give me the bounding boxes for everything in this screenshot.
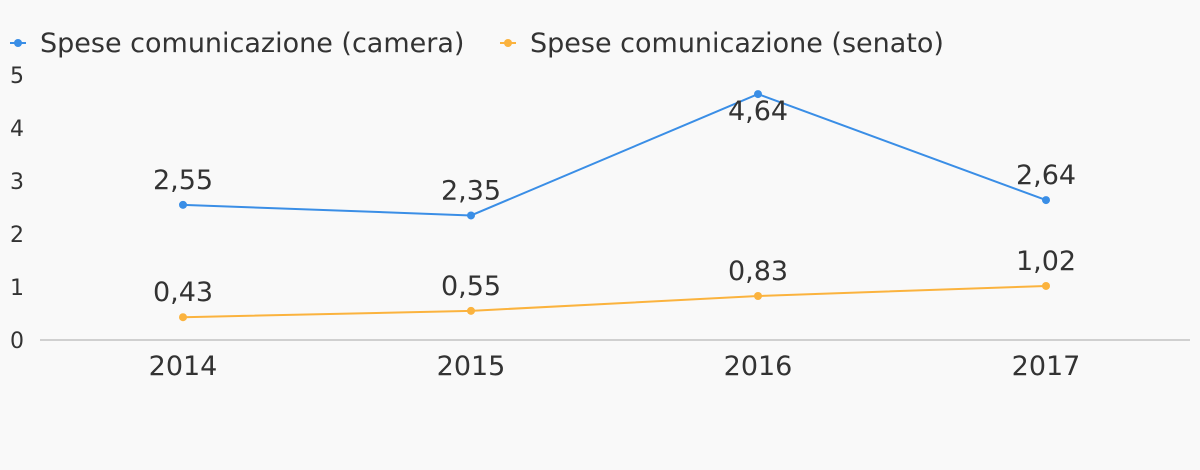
legend-label-senato: Spese comunicazione (senato) — [530, 28, 944, 59]
x-axis: 2014 2015 2016 2017 — [40, 339, 1190, 382]
series-line — [182, 93, 1047, 217]
legend-swatch-dot — [504, 39, 512, 47]
y-tick-label: 4 — [10, 117, 24, 142]
data-label: 0,43 — [153, 277, 213, 308]
data-label: 2,64 — [1016, 160, 1076, 191]
data-point[interactable] — [179, 313, 187, 322]
y-axis: 0 1 2 3 4 5 — [10, 64, 24, 354]
data-point[interactable] — [467, 211, 475, 220]
plot-area: 2,55 2,35 4,64 2,64 0,43 0,55 0,83 1,02 — [153, 90, 1076, 322]
data-label: 2,55 — [153, 165, 213, 196]
y-tick-label: 3 — [10, 170, 24, 195]
data-point[interactable] — [754, 90, 762, 99]
data-point[interactable] — [754, 292, 762, 301]
data-label: 2,35 — [441, 175, 501, 206]
x-tick-label: 2015 — [437, 351, 506, 382]
x-tick-label: 2017 — [1012, 351, 1081, 382]
data-point[interactable] — [467, 306, 475, 315]
x-tick-label: 2014 — [149, 351, 218, 382]
series-senato: 0,43 0,55 0,83 1,02 — [153, 246, 1076, 322]
y-tick-label: 0 — [10, 329, 24, 354]
y-tick-label: 5 — [10, 64, 24, 89]
y-tick-label: 2 — [10, 223, 24, 248]
data-point[interactable] — [179, 200, 187, 209]
data-label: 0,83 — [728, 256, 788, 287]
data-point[interactable] — [1042, 196, 1050, 205]
x-tick-label: 2016 — [724, 351, 793, 382]
data-label: 4,64 — [728, 96, 788, 127]
data-label: 1,02 — [1016, 246, 1076, 277]
legend-item-camera[interactable]: Spese comunicazione (camera) — [10, 28, 464, 59]
series-camera: 2,55 2,35 4,64 2,64 — [153, 90, 1076, 220]
legend-item-senato[interactable]: Spese comunicazione (senato) — [500, 28, 944, 59]
y-tick-label: 1 — [10, 276, 24, 301]
series-line — [182, 284, 1047, 319]
legend-swatch-dot — [14, 39, 22, 47]
legend: Spese comunicazione (camera) Spese comun… — [10, 28, 944, 59]
data-point[interactable] — [1042, 281, 1050, 290]
data-label: 0,55 — [441, 271, 501, 302]
legend-label-camera: Spese comunicazione (camera) — [40, 28, 464, 59]
